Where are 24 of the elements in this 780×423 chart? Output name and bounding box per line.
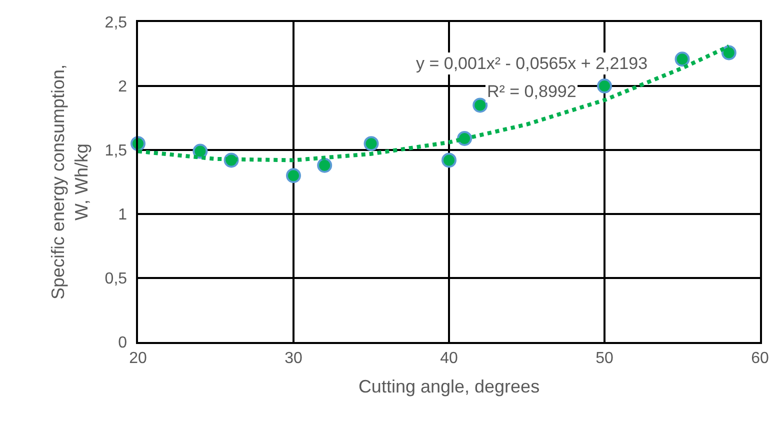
y-tick-label: 2,5 [104,14,128,32]
point [721,45,736,60]
y-tick-label: 0,5 [104,270,128,288]
x-axis-title: Cutting angle, degrees [358,376,540,397]
y-tick-label: 1 [118,206,128,224]
y-tick-label: 0 [118,334,128,352]
y-axis-title: Specific energy consumption, W, Wh/kg [48,64,92,300]
x-tick-label: 60 [751,350,769,367]
x-tick-label: 40 [440,350,458,367]
point [286,168,301,184]
annotation: R² = 0,8992 [487,82,576,101]
point [364,136,379,152]
x-tick-label: 50 [596,350,614,367]
x-tick-label: 30 [284,350,302,367]
y-tick-label: 2 [118,78,128,96]
point [674,52,690,67]
point [442,152,456,168]
annotation: y = 0,001x² - 0,0565x + 2,2193 [416,54,648,73]
point [472,98,488,113]
x-tick-label: 20 [129,350,147,367]
point [317,158,332,173]
y-tick-label: 1,5 [104,142,128,160]
point [192,144,208,159]
point [597,78,612,94]
